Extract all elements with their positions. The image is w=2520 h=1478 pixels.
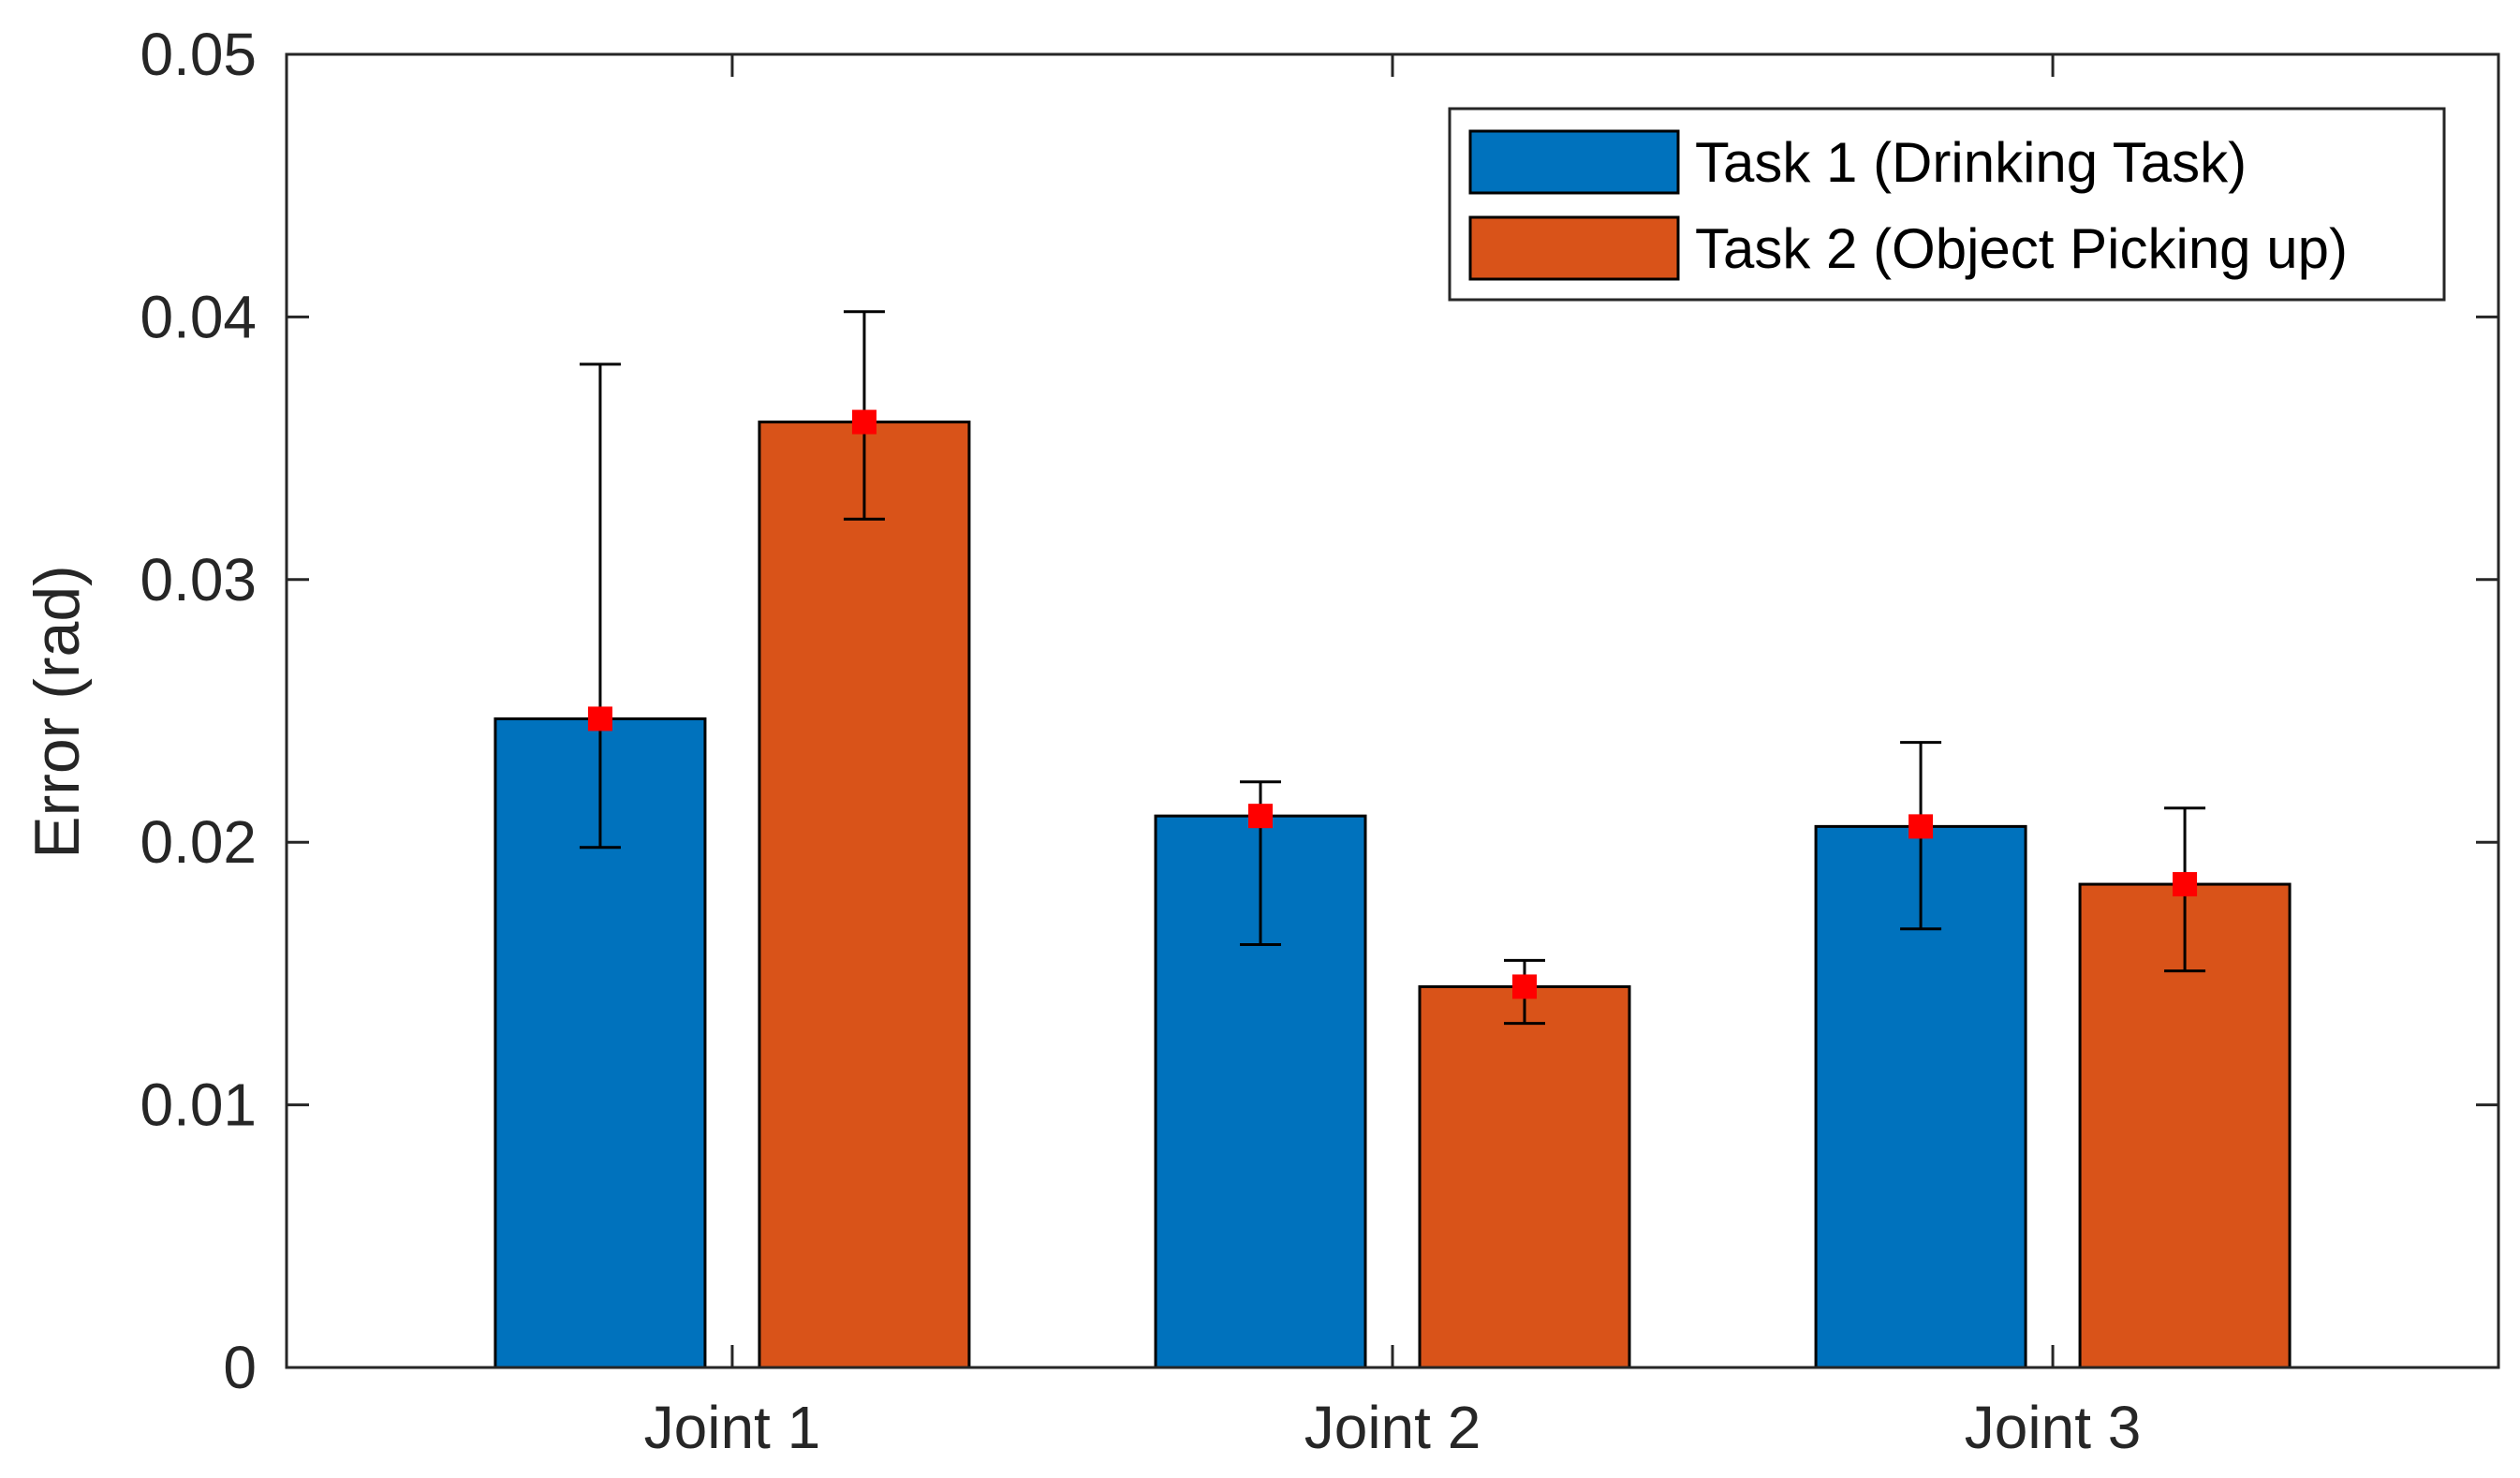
y-tick-label: 0.05	[140, 21, 257, 88]
bar-joint-2-series-2	[1418, 984, 1631, 1369]
y-tick-label: 0.02	[140, 808, 257, 876]
y-axis-title: Error (rad)	[22, 565, 93, 859]
y-tick-label: 0.01	[140, 1072, 257, 1139]
mean-marker-joint-2-series-2	[1512, 974, 1537, 999]
legend-label-series-2: Task 2 (Object Picking up)	[1695, 217, 2348, 280]
mean-marker-joint-2-series-1	[1248, 804, 1273, 829]
legend: Task 1 (Drinking Task) Task 2 (Object Pic…	[1448, 107, 2446, 302]
mean-marker-joint-3-series-1	[1908, 814, 1934, 839]
bar-joint-1-series-2	[758, 421, 971, 1369]
x-tick-label: Joint 2	[1304, 1394, 1481, 1461]
mean-marker-joint-3-series-2	[2173, 872, 2198, 897]
x-tick-label: Joint 1	[644, 1394, 821, 1461]
y-tick-label: 0	[223, 1334, 257, 1401]
y-tick-label: 0.04	[140, 283, 257, 350]
legend-swatch-series-1	[1468, 129, 1680, 195]
legend-swatch-series-2	[1468, 215, 1680, 281]
axes: 0 0.01 0.02 0.03 0.04 0.05 Joint 1 Joint 2 Joint…	[140, 21, 2500, 1461]
legend-label-series-1: Task 1 (Drinking Task)	[1695, 131, 2247, 194]
mean-marker-joint-1-series-2	[851, 409, 877, 435]
y-tick-label: 0.03	[140, 546, 257, 613]
mean-marker-joint-1-series-1	[587, 706, 612, 732]
plot-area	[494, 310, 2292, 1369]
x-tick-label: Joint 3	[1965, 1394, 2142, 1461]
